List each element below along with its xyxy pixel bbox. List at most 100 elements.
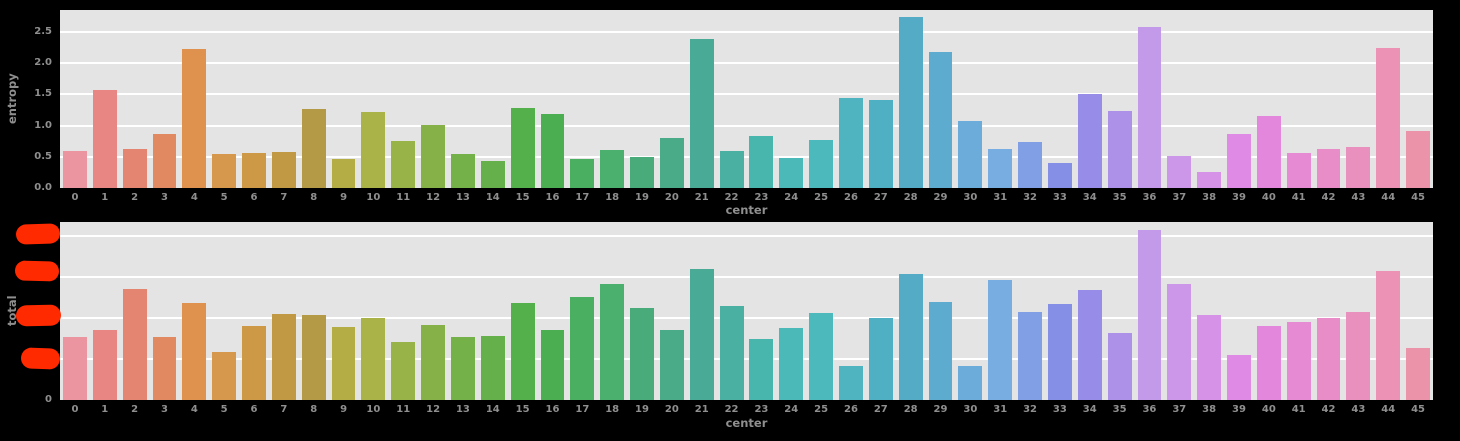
bar-0 [62, 337, 87, 400]
x-tick-label: 35 [1112, 404, 1127, 415]
x-tick-label: 27 [873, 404, 888, 415]
x-tick-label: 6 [250, 192, 258, 203]
x-axis-label-center-top: center [725, 203, 768, 217]
bar-5 [212, 154, 237, 188]
bar-33 [1047, 304, 1072, 400]
x-tick-label: 33 [1052, 192, 1067, 203]
bar-10 [361, 318, 386, 400]
x-tick-label: 30 [963, 192, 978, 203]
y-tick-label: 0.0 [34, 182, 52, 193]
x-tick-label: 40 [1261, 404, 1276, 415]
bar-42 [1316, 318, 1341, 400]
x-tick-label: 45 [1411, 404, 1426, 415]
bar-41 [1286, 322, 1311, 400]
bar-24 [779, 327, 804, 400]
bar-24 [779, 158, 804, 188]
x-tick-label: 38 [1202, 192, 1217, 203]
bar-6 [242, 325, 266, 400]
x-tick-label: 13 [455, 192, 470, 203]
gridline [60, 358, 1433, 361]
y-tick-label: 1.0 [34, 119, 52, 131]
x-tick-label: 10 [366, 404, 381, 415]
x-tick-label: 31 [993, 404, 1008, 415]
x-tick-label: 7 [280, 404, 288, 415]
bar-15 [510, 108, 535, 188]
x-tick-label: 2 [131, 404, 139, 415]
x-tick-label: 42 [1321, 192, 1336, 203]
x-tick-label: 37 [1172, 404, 1187, 415]
x-tick-label: 10 [366, 192, 381, 203]
x-tick-label: 24 [784, 404, 799, 415]
bar-16 [540, 330, 565, 400]
x-tick-label: 21 [694, 192, 709, 203]
x-tick-label: 27 [873, 192, 888, 203]
y-tick-label: 0 [45, 394, 52, 405]
x-tick-label: 34 [1082, 404, 1097, 415]
x-tick-label: 44 [1381, 404, 1396, 415]
bar-22 [719, 150, 744, 188]
gridline [60, 93, 1433, 96]
x-tick-label: 8 [310, 404, 318, 415]
x-tick-label: 14 [485, 404, 500, 415]
redaction-scribble [20, 347, 61, 370]
x-tick-label: 5 [220, 404, 228, 415]
bar-30 [958, 365, 983, 400]
bar-28 [898, 16, 923, 188]
x-tick-label: 36 [1142, 192, 1157, 203]
bar-38 [1197, 171, 1222, 188]
x-tick-label: 29 [933, 404, 948, 415]
y-tick-label: 2.5 [34, 25, 52, 37]
bar-1 [92, 330, 117, 400]
bar-4 [182, 48, 207, 188]
bar-5 [212, 352, 237, 400]
bar-15 [510, 302, 535, 400]
bar-21 [689, 39, 714, 188]
bar-23 [749, 136, 774, 188]
bar-39 [1227, 133, 1251, 188]
x-tick-label: 12 [426, 192, 441, 203]
x-axis-label-center-bottom: center [725, 416, 768, 430]
bar-45 [1406, 347, 1430, 400]
bar-21 [689, 269, 714, 400]
x-tick-label: 4 [190, 404, 198, 415]
x-tick-label: 19 [635, 404, 649, 415]
x-tick-label: 13 [455, 404, 470, 415]
bar-26 [839, 365, 863, 400]
bar-1 [92, 89, 117, 188]
x-tick-label: 9 [340, 404, 348, 415]
x-tick-label: 29 [933, 192, 948, 203]
bar-44 [1376, 271, 1401, 400]
bar-18 [600, 149, 625, 188]
bar-14 [480, 160, 505, 188]
x-tick-label: 24 [784, 192, 799, 203]
x-tick-label: 19 [635, 192, 649, 203]
x-tick-label: 14 [485, 192, 500, 203]
x-tick-label: 6 [250, 404, 258, 415]
bar-35 [1107, 110, 1132, 188]
x-tick-label: 17 [575, 192, 590, 203]
x-tick-label: 7 [280, 192, 288, 203]
bar-10 [361, 111, 386, 188]
x-tick-label: 2 [131, 192, 139, 203]
x-tick-label: 35 [1112, 192, 1127, 203]
x-tick-label: 18 [605, 192, 620, 203]
bar-31 [988, 149, 1013, 188]
x-tick-label: 41 [1291, 192, 1306, 203]
bar-20 [659, 330, 684, 400]
bar-0 [62, 150, 87, 188]
x-tick-label: 33 [1052, 404, 1067, 415]
bar-25 [809, 313, 834, 400]
x-tick-label: 15 [515, 404, 530, 415]
x-tick-label: 40 [1261, 192, 1276, 203]
bar-7 [271, 313, 296, 400]
bar-37 [1167, 284, 1192, 400]
y-tick-label: 0.5 [34, 150, 52, 162]
bar-43 [1346, 147, 1371, 188]
bar-33 [1047, 163, 1072, 188]
x-tick-label: 43 [1351, 404, 1366, 415]
y-tick-label: 1.5 [34, 88, 52, 100]
x-tick-label: 16 [545, 192, 560, 203]
bar-2 [122, 149, 147, 188]
bar-7 [271, 151, 296, 188]
